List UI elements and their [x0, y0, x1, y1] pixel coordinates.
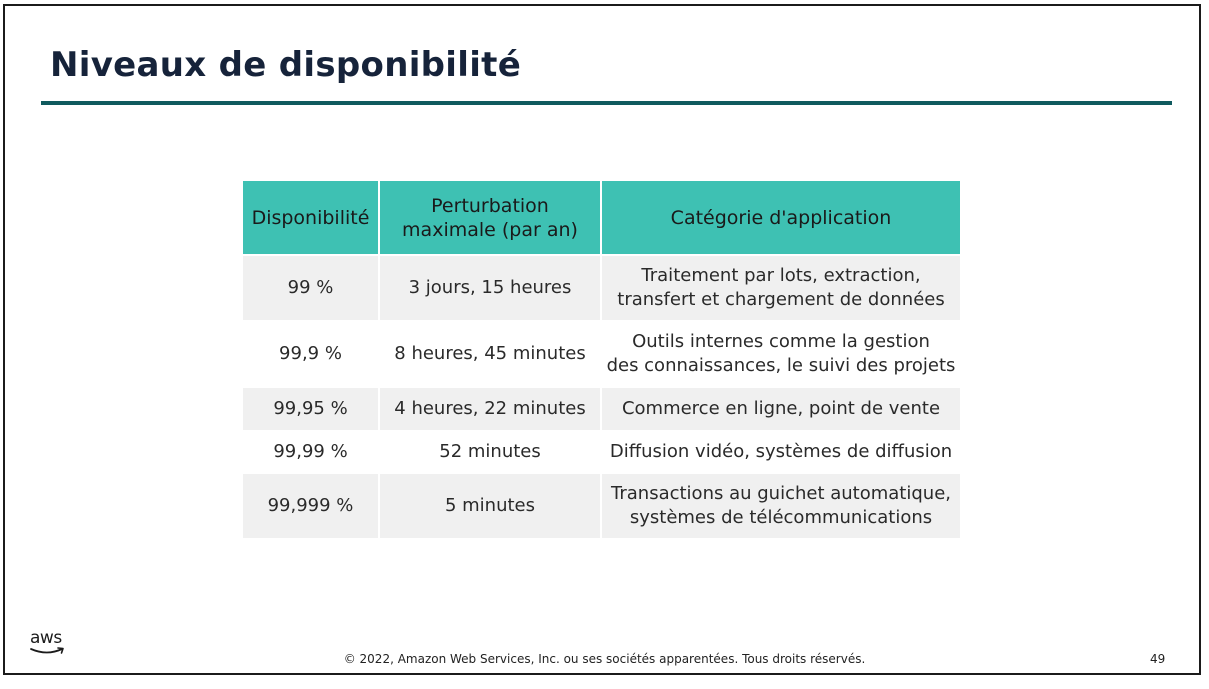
- copyright-footer: © 2022, Amazon Web Services, Inc. ou ses…: [343, 652, 866, 666]
- cell-category: Outils internes comme la gestion des con…: [602, 322, 960, 386]
- cell-availability: 99,9 %: [243, 322, 378, 386]
- aws-logo: aws: [28, 628, 68, 660]
- table-row: 99,9 % 8 heures, 45 minutes Outils inter…: [243, 322, 960, 386]
- cell-availability: 99 %: [243, 256, 378, 320]
- cell-category: Diffusion vidéo, systèmes de diffusion: [602, 432, 960, 472]
- cell-category: Transactions au guichet automatique, sys…: [602, 474, 960, 538]
- table-row: 99,99 % 52 minutes Diffusion vidéo, syst…: [243, 432, 960, 472]
- header-label: Catégorie d'application: [670, 206, 892, 229]
- table-row: 99,95 % 4 heures, 22 minutes Commerce en…: [243, 388, 960, 430]
- cell-category: Commerce en ligne, point de vente: [602, 388, 960, 430]
- header-app-category: Catégorie d'application: [602, 181, 960, 254]
- header-label: Disponibilité: [251, 206, 370, 229]
- title-divider: [41, 101, 1172, 105]
- aws-logo-text: aws: [30, 628, 62, 648]
- cell-disruption: 3 jours, 15 heures: [380, 256, 600, 320]
- page-number: 49: [1150, 652, 1166, 666]
- cell-disruption: 8 heures, 45 minutes: [380, 322, 600, 386]
- cell-availability: 99,99 %: [243, 432, 378, 472]
- cell-availability: 99,999 %: [243, 474, 378, 538]
- table-header-row: Disponibilité Perturbation maximale (par…: [243, 181, 960, 254]
- table-row: 99,999 % 5 minutes Transactions au guich…: [243, 474, 960, 538]
- header-label: Perturbation maximale (par an): [402, 194, 578, 241]
- table-row: 99 % 3 jours, 15 heures Traitement par l…: [243, 256, 960, 320]
- header-max-disruption: Perturbation maximale (par an): [380, 181, 600, 254]
- aws-smile-icon: [30, 647, 64, 654]
- cell-disruption: 4 heures, 22 minutes: [380, 388, 600, 430]
- cell-availability: 99,95 %: [243, 388, 378, 430]
- cell-category: Traitement par lots, extraction, transfe…: [602, 256, 960, 320]
- cell-disruption: 5 minutes: [380, 474, 600, 538]
- cell-disruption: 52 minutes: [380, 432, 600, 472]
- slide-title: Niveaux de disponibilité: [50, 45, 522, 85]
- header-availability: Disponibilité: [243, 181, 378, 254]
- availability-table: Disponibilité Perturbation maximale (par…: [241, 179, 962, 540]
